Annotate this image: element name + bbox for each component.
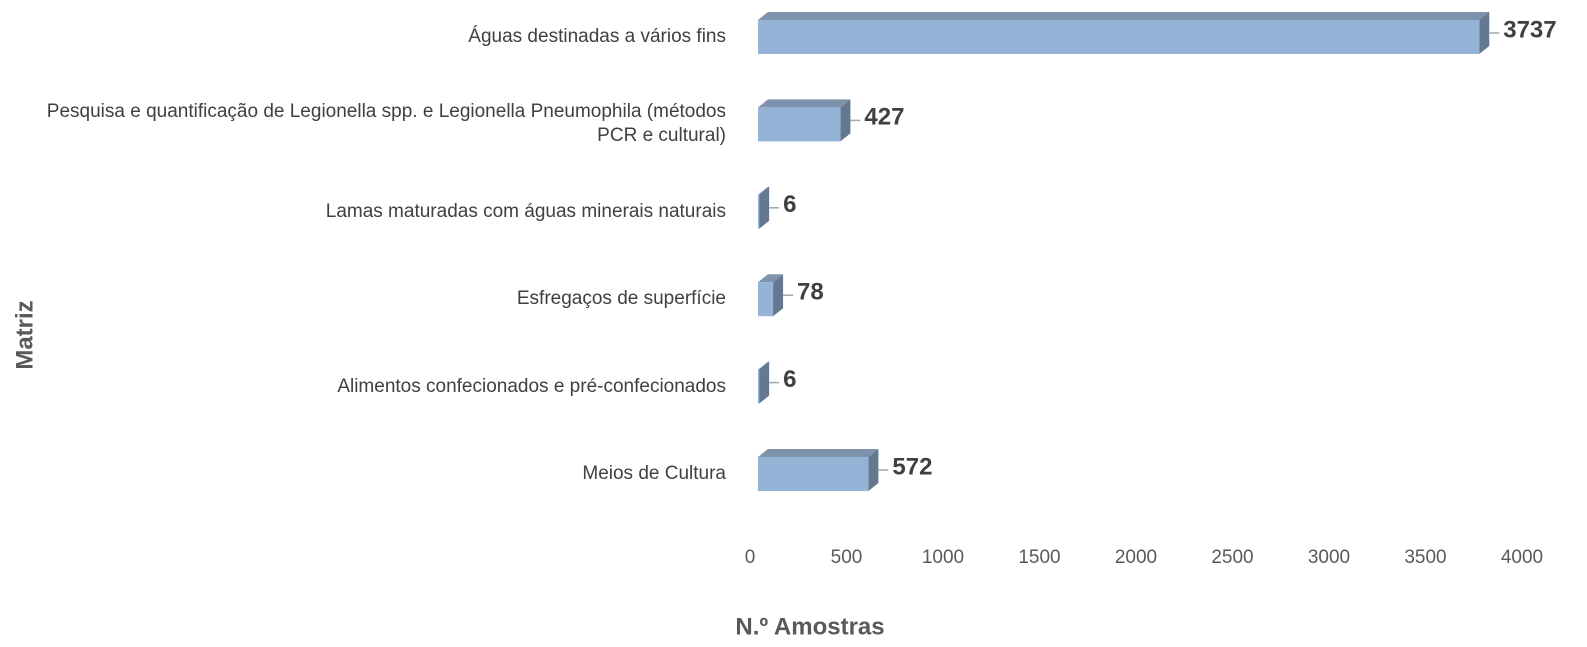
bar <box>758 369 760 404</box>
value-label: 572 <box>892 453 932 480</box>
bar-top <box>758 12 1490 20</box>
y-tick-label: Pesquisa e quantificação de Legionella s… <box>46 101 726 147</box>
value-label: 427 <box>864 104 904 131</box>
x-tick-label: 1000 <box>922 547 964 568</box>
y-axis-title: Matriz <box>11 300 38 369</box>
bar-side <box>840 99 851 142</box>
x-tick-label: 2500 <box>1211 547 1253 568</box>
x-axis-title: N.º Amostras <box>735 613 884 640</box>
bar <box>758 20 1480 54</box>
x-tick-label: 3500 <box>1404 547 1446 568</box>
bar <box>758 107 841 142</box>
x-tick-label: 1500 <box>1018 547 1060 568</box>
bar <box>758 457 869 491</box>
value-label: 6 <box>783 191 796 218</box>
y-tick-label: Alimentos confecionados e pré-confeciona… <box>337 375 726 397</box>
bar-top <box>758 186 770 195</box>
y-tick-label: Águas destinadas a vários fins <box>468 26 726 47</box>
value-label: 6 <box>783 366 796 393</box>
bar-top <box>758 361 770 370</box>
bar-side <box>1479 12 1490 54</box>
x-tick-label: 3000 <box>1308 547 1350 568</box>
value-label: 78 <box>797 279 824 306</box>
x-tick-label: 2000 <box>1115 547 1157 568</box>
bar-side <box>868 449 879 491</box>
x-tick-label: 500 <box>831 547 863 568</box>
y-tick-label: Lamas maturadas com águas minerais natur… <box>325 200 726 222</box>
bar-side <box>759 361 770 404</box>
bar <box>758 282 774 317</box>
value-label: 3737 <box>1503 16 1556 43</box>
bar-top <box>758 449 879 457</box>
x-tick-label: 0 <box>745 547 756 568</box>
y-tick-label: Meios de Cultura <box>582 463 726 484</box>
bar-side <box>759 186 770 229</box>
y-tick-label: Esfregaços de superfície <box>516 288 726 310</box>
bar-top <box>758 274 784 283</box>
x-tick-label: 4000 <box>1501 547 1543 568</box>
bar-top <box>758 99 851 108</box>
bar-side <box>773 274 784 317</box>
bar <box>758 194 760 229</box>
